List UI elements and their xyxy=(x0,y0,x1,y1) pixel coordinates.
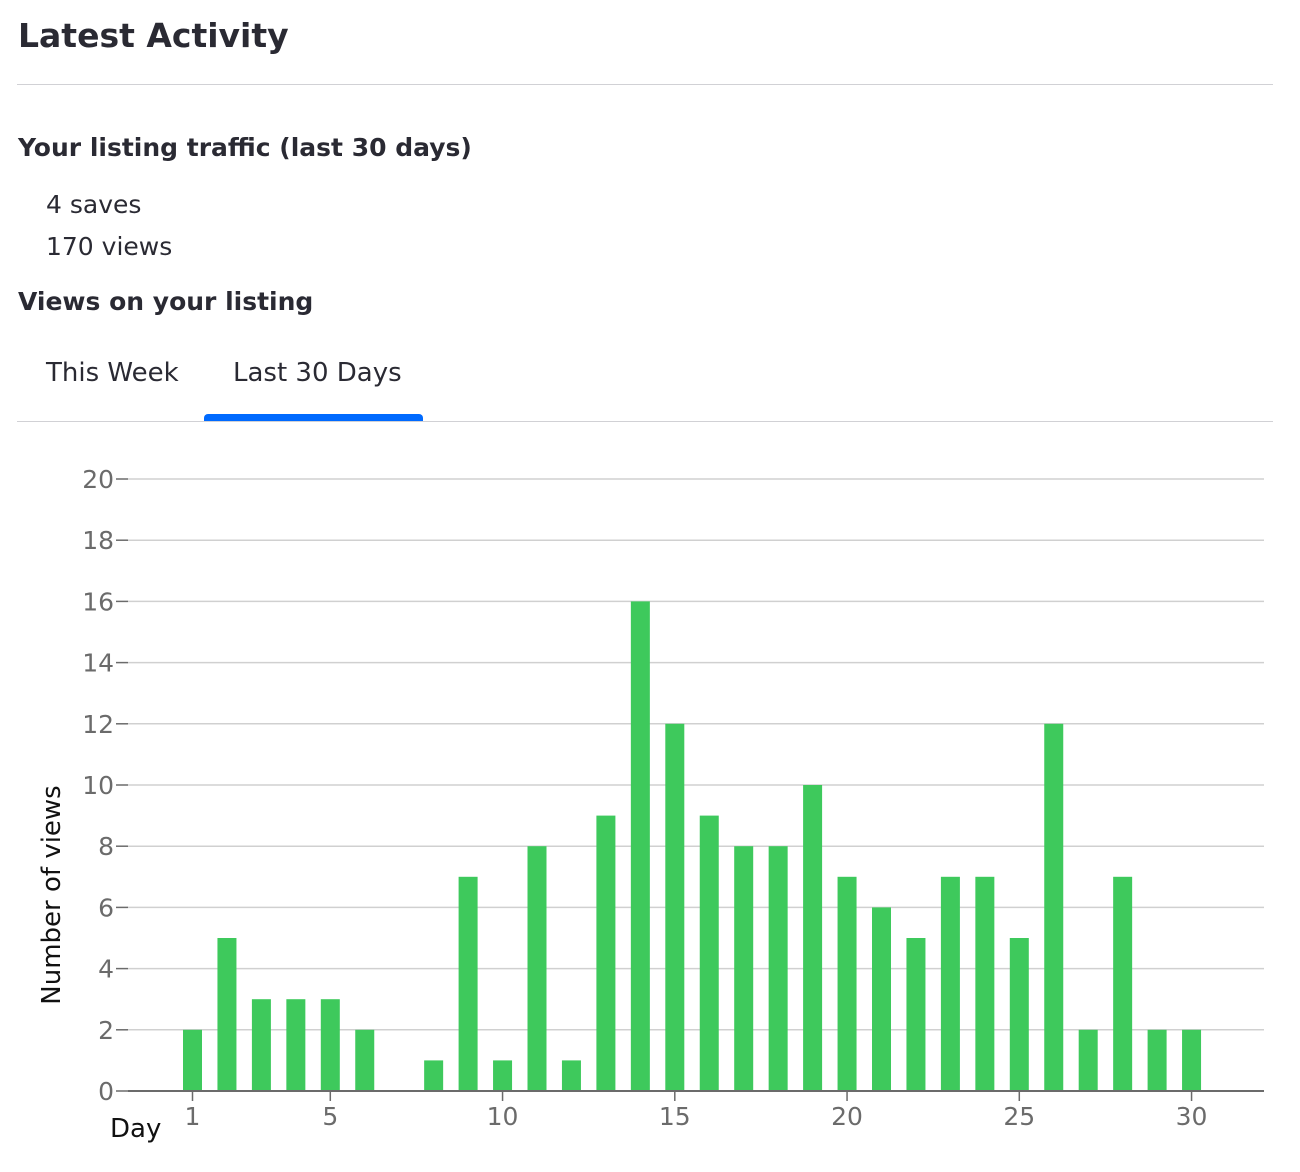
x-tick-label: 25 xyxy=(1003,1102,1035,1131)
y-tick-label: 16 xyxy=(82,587,114,616)
bar-day-8 xyxy=(424,1060,444,1091)
bar-day-15 xyxy=(665,723,685,1091)
active-tab-indicator xyxy=(204,414,423,421)
bar-day-18 xyxy=(768,846,788,1091)
bar-day-4 xyxy=(286,999,306,1091)
bar-day-22 xyxy=(906,938,926,1091)
bars xyxy=(183,601,1202,1091)
y-tick-label: 8 xyxy=(98,832,114,861)
bar-day-21 xyxy=(872,907,891,1091)
bar-day-29 xyxy=(1147,1029,1167,1091)
x-tick-label: 10 xyxy=(487,1102,519,1131)
y-tick-label: 2 xyxy=(98,1016,114,1045)
views-heading: Views on your listing xyxy=(18,287,314,316)
saves-count: 4 saves xyxy=(46,190,142,219)
x-tick-label: 5 xyxy=(322,1102,338,1131)
y-axis-title: Number of views xyxy=(37,785,67,1004)
y-tick-label: 4 xyxy=(98,955,114,984)
y-tick-label: 20 xyxy=(82,465,114,494)
bar-day-23 xyxy=(940,876,960,1091)
views-count: 170 views xyxy=(46,232,173,261)
x-tick-label: 15 xyxy=(659,1102,691,1131)
bar-day-27 xyxy=(1078,1029,1098,1091)
x-tick-label: 20 xyxy=(831,1102,863,1131)
bar-day-26 xyxy=(1044,723,1064,1091)
bar-day-25 xyxy=(1009,938,1029,1091)
bar-day-6 xyxy=(355,1029,375,1091)
bar-day-19 xyxy=(803,785,823,1091)
traffic-heading: Your listing traffic (last 30 days) xyxy=(18,133,472,162)
bar-day-11 xyxy=(527,846,547,1091)
bar-day-2 xyxy=(217,938,237,1091)
bar-day-3 xyxy=(251,999,271,1091)
bar-day-24 xyxy=(975,876,995,1091)
bar-day-1 xyxy=(183,1029,202,1091)
x-tick-label: 1 xyxy=(185,1102,201,1131)
tabs-divider xyxy=(17,421,1273,422)
x-axis-title: Day xyxy=(110,1114,161,1144)
bar-day-17 xyxy=(734,846,754,1091)
bar-day-14 xyxy=(630,601,650,1091)
y-tick-label: 14 xyxy=(82,649,114,678)
bar-day-9 xyxy=(458,876,478,1091)
bar-day-20 xyxy=(837,876,857,1091)
header-divider xyxy=(17,84,1273,85)
bar-day-16 xyxy=(699,815,719,1091)
y-tick-label: 12 xyxy=(82,710,114,739)
y-tick-label: 18 xyxy=(82,526,114,555)
bar-day-28 xyxy=(1113,876,1133,1091)
bar-day-30 xyxy=(1182,1029,1202,1091)
x-tick-label: 30 xyxy=(1176,1102,1208,1131)
y-tick-label: 10 xyxy=(82,771,114,800)
grid-lines xyxy=(128,478,1264,1031)
bar-day-5 xyxy=(320,999,340,1091)
tab-last-30-days[interactable]: Last 30 Days xyxy=(233,358,402,388)
y-tick-label: 0 xyxy=(98,1077,114,1106)
page-title: Latest Activity xyxy=(18,16,289,55)
bar-day-12 xyxy=(561,1060,581,1091)
bar-day-13 xyxy=(596,815,616,1091)
bar-day-10 xyxy=(493,1060,513,1091)
y-tick-label: 6 xyxy=(98,893,114,922)
tab-this-week[interactable]: This Week xyxy=(46,358,179,388)
